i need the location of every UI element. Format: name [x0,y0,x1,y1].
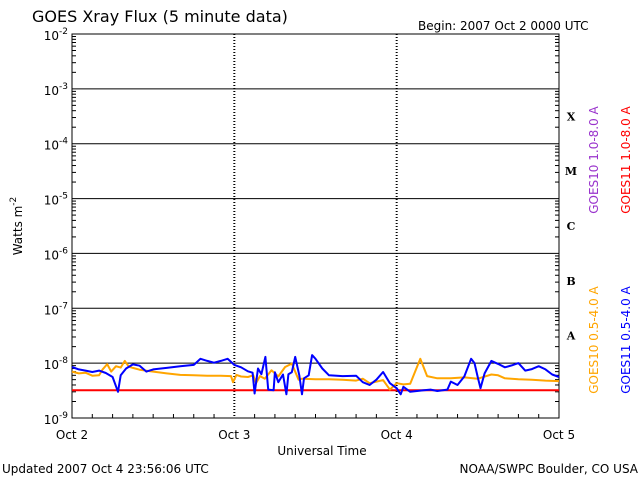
y-tick-label: 10-8 [44,356,69,372]
flare-class-label: X [567,110,576,123]
y-axis-label-text: Watts m [11,206,25,256]
legend-entry: GOES11 1.0-8.0 A [619,105,633,213]
legend-entry: GOES11 0.5-4.0 A [619,285,633,393]
y-tick-exponent: -7 [59,301,68,311]
legend-entry: GOES10 1.0-8.0 A [587,105,601,213]
legend-label: GOES11 0.5-4.0 A [619,285,633,393]
begin-label: Begin: 2007 Oct 2 0000 UTC [418,19,589,33]
y-tick-base: 10 [44,139,59,153]
day-boundary-lines [91,34,540,418]
x-tick-label: Oct 2 [56,428,88,442]
y-tick-base: 10 [44,358,59,372]
y-tick-base: 10 [44,413,59,427]
x-tick-label: Oct 4 [381,428,413,442]
y-tick-exponent: -9 [59,411,68,421]
legend-label: GOES11 1.0-8.0 A [619,105,633,213]
flare-class-label: A [566,330,576,343]
legend-label: GOES10 0.5-4.0 A [587,285,601,393]
x-axis-tick-labels: Oct 2 Oct 3 Oct 4 Oct 5 [56,428,575,442]
flare-class-label: B [566,275,575,288]
y-axis-tick-labels: 10-210-310-410-510-610-710-810-9 [44,27,69,427]
updated-label: Updated 2007 Oct 4 23:56:06 UTC [2,462,209,476]
y-tick-exponent: -5 [59,192,68,202]
y-tick-label: 10-3 [44,82,68,98]
chart-title: GOES Xray Flux (5 minute data) [32,7,288,26]
flare-class-label: M [565,165,577,178]
legend-entry: GOES10 0.5-4.0 A [587,285,601,393]
horizontal-grid [72,36,559,402]
y-tick-label: 10-9 [44,411,69,427]
y-tick-label: 10-6 [44,246,69,262]
y-axis-label: Watts m-2 [9,197,25,256]
y-tick-label: 10-2 [44,27,68,43]
y-tick-base: 10 [44,84,59,98]
y-tick-exponent: -2 [59,27,68,37]
x-axis-label: Universal Time [277,444,366,458]
y-axis-label-exponent: -2 [9,197,19,206]
flare-class-labels: X M C B A [565,110,577,342]
series-line [71,354,560,396]
y-tick-base: 10 [44,303,59,317]
y-tick-label: 10-4 [44,137,69,153]
x-tick-label: Oct 5 [543,428,575,442]
y-tick-base: 10 [44,248,59,262]
y-tick-base: 10 [44,194,59,208]
y-tick-base: 10 [44,29,59,43]
credit-label: NOAA/SWPC Boulder, CO USA [460,462,639,476]
y-tick-exponent: -8 [59,356,68,366]
legend: GOES10 1.0-8.0 A GOES11 1.0-8.0 A GOES10 0… [587,105,633,393]
series-lines [71,354,560,396]
y-tick-label: 10-7 [44,301,68,317]
x-tick-label: Oct 3 [218,428,250,442]
svg-text:Watts m-2: Watts m-2 [9,197,25,256]
y-tick-label: 10-5 [44,192,68,208]
flare-class-label: C [567,220,576,233]
legend-label: GOES10 1.0-8.0 A [587,105,601,213]
y-tick-exponent: -6 [59,246,68,256]
y-tick-exponent: -3 [59,82,68,92]
y-tick-exponent: -4 [59,137,68,147]
